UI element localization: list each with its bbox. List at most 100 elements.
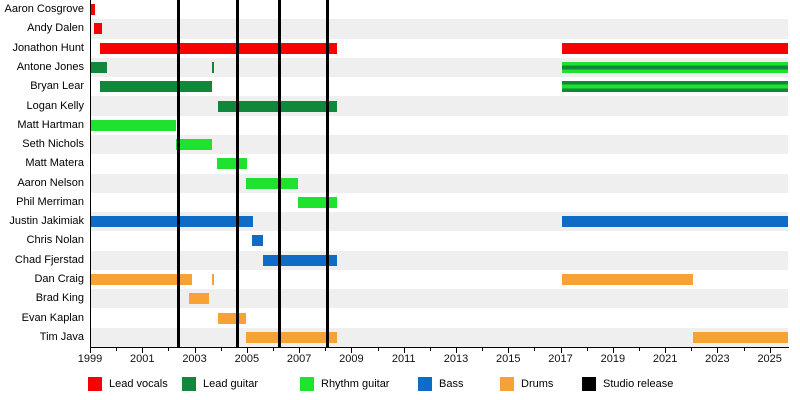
drums-swatch xyxy=(500,377,514,391)
tenure-bar-lead_guitar xyxy=(218,100,338,112)
row-stripe xyxy=(90,327,788,347)
axis-year-label: 2015 xyxy=(496,353,521,365)
axis-tick xyxy=(429,348,431,351)
studio-release-line xyxy=(177,0,181,347)
axis-tick xyxy=(560,348,562,353)
axis-tick xyxy=(586,348,588,351)
member-label: Justin Jakimiak xyxy=(9,215,84,228)
member-label: Bryan Lear xyxy=(30,80,84,93)
member-label: Jonathon Hunt xyxy=(12,41,84,54)
legend-label: Bass xyxy=(439,378,464,390)
axis-tick xyxy=(377,348,379,351)
axis-year-label: 1999 xyxy=(77,353,103,365)
legend-label: Rhythm guitar xyxy=(321,378,390,390)
tenure-bar-bass xyxy=(561,216,788,228)
tenure-bar-drums xyxy=(218,312,246,324)
axis-year-label: 2011 xyxy=(391,353,416,365)
member-label: Aaron Nelson xyxy=(17,176,84,189)
axis-year-label: 2013 xyxy=(443,353,469,365)
member-label: Antone Jones xyxy=(16,60,84,73)
axis-tick xyxy=(90,348,91,353)
tenure-bar-rhythm_guitar-lead_guitar xyxy=(561,61,788,73)
axis-tick xyxy=(351,348,353,353)
legend-label: Drums xyxy=(521,378,554,390)
axis-tick xyxy=(455,348,457,353)
tenure-bar-drums xyxy=(211,274,215,286)
tenure-bar-drums xyxy=(561,274,693,286)
tenure-bar-lead_guitar xyxy=(100,81,212,93)
x-axis-line xyxy=(90,347,789,348)
axis-year-label: 2005 xyxy=(234,353,260,365)
member-label: Seth Nichols xyxy=(22,138,84,151)
member-label: Chris Nolan xyxy=(26,234,84,247)
member-label: Logan Kelly xyxy=(26,99,85,112)
member-label: Tim Java xyxy=(39,330,84,343)
axis-year-label: 2001 xyxy=(130,353,155,365)
axis-tick xyxy=(403,348,405,353)
row-stripe xyxy=(90,19,788,39)
tenure-bar-bass xyxy=(90,216,254,228)
member-label: Andy Dalen xyxy=(27,22,84,35)
axis-tick xyxy=(482,348,484,351)
axis-tick xyxy=(717,348,719,353)
axis-tick xyxy=(194,348,196,353)
axis-year-label: 2009 xyxy=(339,353,364,365)
legend-item-lead_guitar: Lead guitar xyxy=(182,376,258,392)
axis-year-label: 2021 xyxy=(652,353,678,365)
rhythm_guitar-swatch xyxy=(300,377,314,391)
lead_guitar-swatch xyxy=(182,377,196,391)
legend-item-bass: Bass xyxy=(418,376,463,392)
axis-year-label: 2019 xyxy=(600,353,626,365)
studio-release-line xyxy=(326,0,330,347)
member-label: Aaron Cosgrove xyxy=(4,3,85,16)
tenure-bar-drums xyxy=(90,274,192,286)
axis-tick xyxy=(246,348,248,353)
tenure-bar-rhythm_guitar xyxy=(176,139,212,151)
studio_release-swatch xyxy=(582,377,596,391)
legend-item-lead_vocals: Lead vocals xyxy=(88,376,168,392)
axis-tick xyxy=(168,348,170,351)
member-label: Evan Kaplan xyxy=(21,311,84,324)
tenure-bar-lead_guitar xyxy=(211,61,215,73)
tenure-bar-drums xyxy=(189,293,209,305)
member-label: Chad Fjerstad xyxy=(14,253,84,266)
bass-swatch xyxy=(418,377,432,391)
axis-year-label: 2023 xyxy=(705,353,730,365)
axis-tick xyxy=(612,348,614,353)
tenure-bar-drums xyxy=(692,331,788,343)
axis-tick xyxy=(508,348,510,353)
axis-tick xyxy=(665,348,667,353)
legend-label: Studio release xyxy=(603,378,674,390)
row-stripe xyxy=(90,289,788,309)
tenure-bar-lead_vocals xyxy=(93,23,102,35)
axis-tick xyxy=(220,348,222,351)
tenure-bar-bass xyxy=(262,254,338,266)
member-label: Brad King xyxy=(35,292,84,305)
tenure-bar-rhythm_guitar xyxy=(90,119,177,131)
tenure-bar-rhythm_guitar xyxy=(245,177,298,189)
axis-year-label: 2025 xyxy=(757,353,782,365)
member-label: Dan Craig xyxy=(34,273,84,286)
axis-tick xyxy=(743,348,745,351)
axis-tick xyxy=(691,348,693,351)
tenure-bar-lead_guitar-rhythm_guitar xyxy=(561,81,788,93)
axis-tick xyxy=(638,348,640,351)
legend-item-drums: Drums xyxy=(500,376,553,392)
legend: Lead vocals Lead guitar Rhythm guitar Bass D… xyxy=(0,376,800,396)
axis-tick xyxy=(142,348,144,353)
tenure-bar-rhythm_guitar xyxy=(297,196,338,208)
axis-year-label: 2017 xyxy=(548,353,573,365)
tenure-bar-lead_vocals xyxy=(90,4,96,16)
studio-release-line xyxy=(278,0,282,347)
lead_vocals-swatch xyxy=(88,377,102,391)
axis-year-label: 2007 xyxy=(286,353,312,365)
member-label: Matt Hartman xyxy=(17,118,84,131)
axis-tick xyxy=(299,348,301,353)
axis-year-label: 2003 xyxy=(182,353,207,365)
row-stripe xyxy=(90,250,788,270)
row-stripe xyxy=(90,96,788,116)
tenure-bar-drums xyxy=(245,331,338,343)
axis-tick xyxy=(534,348,536,351)
axis-tick xyxy=(769,348,771,353)
